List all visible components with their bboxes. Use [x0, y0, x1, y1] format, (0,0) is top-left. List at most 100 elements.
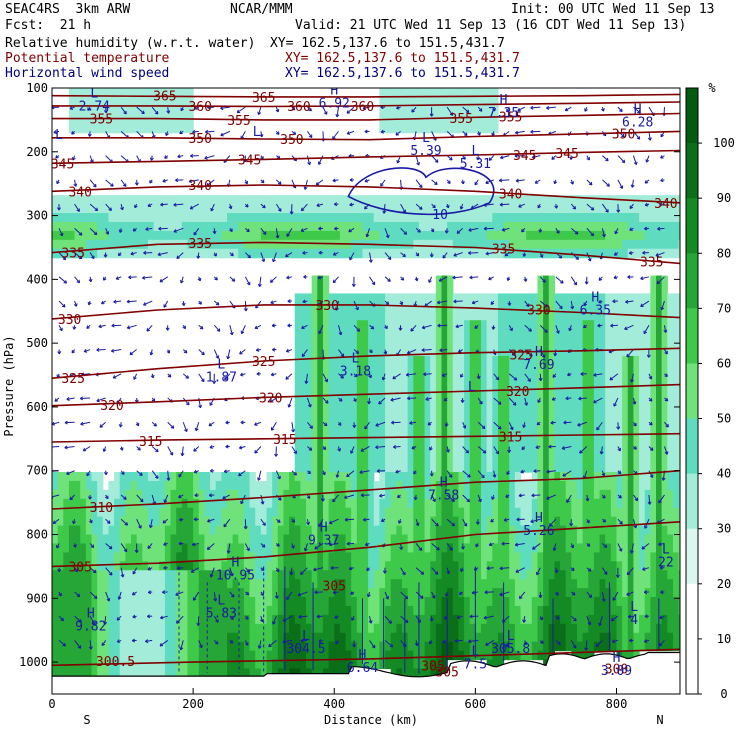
- rh-cell: [91, 516, 98, 527]
- rh-cell: [441, 614, 448, 625]
- rh-cell: [497, 579, 505, 589]
- rh-cell: [492, 338, 499, 348]
- rh-cell: [142, 570, 149, 580]
- rh-cell: [345, 409, 352, 420]
- rh-cell: [627, 489, 635, 500]
- rh-cell: [593, 588, 601, 598]
- rh-cell: [560, 391, 567, 402]
- rh-cell: [424, 213, 431, 223]
- rh-cell: [74, 480, 81, 491]
- rh-cell: [656, 221, 663, 232]
- rh-cell: [159, 605, 166, 616]
- rh-cell: [215, 659, 222, 670]
- rh-cell: [560, 382, 567, 393]
- rh-cell: [119, 650, 126, 661]
- rh-cell: [565, 418, 572, 428]
- rh-cell: [413, 579, 420, 589]
- rh-cell: [452, 543, 460, 553]
- rh-cell: [503, 623, 510, 634]
- rh-cell: [430, 221, 437, 232]
- rh-cell: [492, 463, 499, 473]
- rh-cell: [616, 391, 623, 402]
- rh-cell: [97, 597, 104, 607]
- rh-cell: [266, 489, 273, 500]
- rh-cell: [181, 570, 189, 580]
- rh-cell: [390, 507, 397, 518]
- rh-cell: [520, 507, 527, 518]
- rh-cell: [458, 114, 465, 125]
- rh-cell: [526, 507, 533, 518]
- rh-cell: [452, 614, 460, 625]
- rh-cell: [119, 498, 126, 509]
- rh-cell: [565, 195, 572, 205]
- rh-cell: [548, 204, 555, 214]
- rh-cell: [435, 114, 443, 125]
- rh-cell: [328, 641, 335, 652]
- rh-cell: [610, 623, 618, 634]
- rh-cell: [610, 498, 618, 509]
- rh-cell: [170, 579, 177, 589]
- rh-cell: [306, 418, 313, 428]
- rh-cell: [266, 579, 273, 589]
- rh-cell: [136, 525, 143, 536]
- rh-cell: [441, 534, 448, 545]
- rh-cell: [492, 454, 499, 464]
- rh-cell: [362, 400, 369, 411]
- rh-cell: [418, 329, 426, 339]
- rh-cell: [198, 552, 206, 562]
- rh-cell: [435, 230, 443, 241]
- rh-cell: [571, 230, 578, 241]
- rh-cell: [385, 659, 392, 670]
- rh-cell: [582, 641, 589, 652]
- rh-cell: [390, 230, 397, 241]
- rh-cell: [91, 114, 98, 125]
- rh-cell: [317, 525, 324, 536]
- rh-cell: [373, 480, 381, 491]
- rh-cell: [605, 498, 612, 509]
- rh-cell: [351, 605, 358, 616]
- rh-cell: [413, 409, 420, 420]
- rh-cell: [68, 597, 76, 607]
- rh-cell: [385, 195, 392, 205]
- rh-cell: [526, 311, 533, 321]
- rh-cell: [97, 570, 104, 580]
- rh-cell: [418, 614, 426, 625]
- rh-cell: [407, 96, 414, 107]
- rh-cell: [526, 632, 533, 643]
- rh-cell: [503, 498, 510, 509]
- rh-cell: [418, 445, 426, 455]
- rh-cell: [554, 302, 561, 312]
- rh-cell: [593, 516, 601, 527]
- rh-cell: [277, 230, 285, 241]
- rh-cell: [543, 623, 550, 634]
- rh-cell: [102, 239, 110, 250]
- rh-cell: [560, 597, 567, 607]
- rh-cell: [605, 418, 612, 428]
- rh-cell: [520, 320, 527, 330]
- rh-cell: [622, 588, 629, 598]
- rh-cell: [503, 355, 510, 366]
- rh-cell: [678, 320, 680, 330]
- rh-cell: [639, 445, 646, 455]
- rh-cell: [283, 221, 290, 232]
- rh-cell: [351, 293, 358, 303]
- rh-cell: [159, 659, 166, 670]
- rh-cell: [656, 239, 663, 250]
- rh-cell: [164, 221, 172, 232]
- rh-cell: [85, 105, 93, 116]
- rh-cell: [119, 605, 126, 616]
- rh-cell: [492, 436, 499, 446]
- rh-cell: [198, 204, 206, 214]
- rh-cell: [531, 445, 539, 455]
- rh-cell: [554, 641, 561, 652]
- rh-cell: [170, 668, 177, 679]
- rh-cell: [661, 409, 668, 420]
- rh-cell: [475, 364, 482, 375]
- rh-cell: [74, 614, 81, 625]
- rh-cell: [198, 579, 206, 589]
- rh-cell: [401, 516, 409, 527]
- rh-cell: [464, 516, 471, 527]
- rh-cell: [334, 195, 341, 205]
- rh-cell: [531, 534, 539, 545]
- rh-cell: [255, 525, 262, 536]
